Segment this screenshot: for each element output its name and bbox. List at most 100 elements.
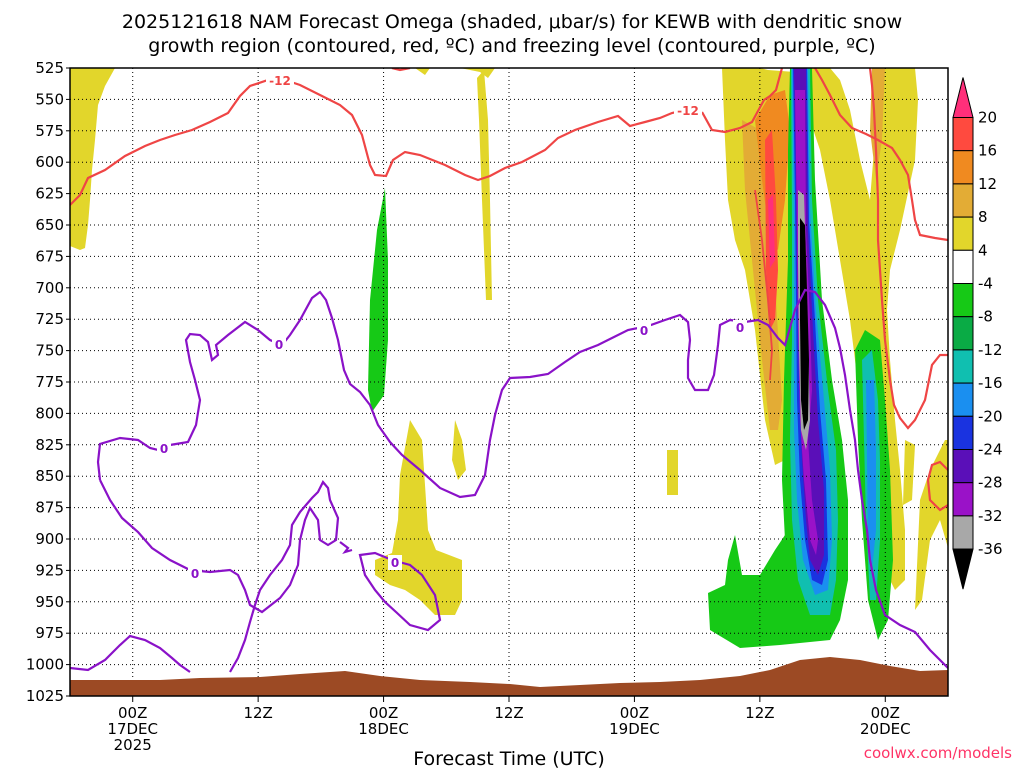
omega-shade-green-column bbox=[368, 188, 388, 412]
x-tick-label: 00Z bbox=[871, 704, 900, 722]
colorbar-label: -28 bbox=[978, 474, 1003, 492]
colorbar-arrow-top bbox=[952, 77, 974, 118]
colorbar-swatch bbox=[952, 415, 974, 450]
contour-label-m12-b: -12 bbox=[677, 104, 699, 118]
x-axis-title: Forecast Time (UTC) bbox=[413, 748, 604, 768]
y-tick-label: 800 bbox=[35, 404, 64, 422]
contour-red-dgz-right2 bbox=[814, 68, 948, 242]
y-tick-label: 575 bbox=[35, 122, 64, 140]
contour-purple-freezing-small bbox=[339, 541, 353, 554]
colorbar-label: -24 bbox=[978, 441, 1003, 459]
x-tick-label: 00Z bbox=[369, 704, 398, 722]
y-tick-label: 825 bbox=[35, 436, 64, 454]
colorbar-swatch bbox=[952, 150, 974, 185]
y-tick-label: 700 bbox=[35, 279, 64, 297]
y-tick-label: 650 bbox=[35, 216, 64, 234]
colorbar-swatch bbox=[952, 249, 974, 285]
colorbar-swatch bbox=[952, 482, 974, 517]
y-tick-label: 725 bbox=[35, 310, 64, 328]
contours bbox=[70, 68, 948, 673]
x-tick-label: 12Z bbox=[494, 704, 523, 722]
y-tick-label: 950 bbox=[35, 593, 64, 611]
omega-shade-blue-right bbox=[866, 380, 876, 570]
colorbar-label: -36 bbox=[978, 540, 1003, 558]
colorbar-label: 12 bbox=[978, 175, 997, 193]
omega-shade-yellow-low-2 bbox=[452, 420, 466, 480]
contour-label-0-b: 0 bbox=[160, 442, 168, 456]
omega-shade-yellow-right-2 bbox=[903, 440, 915, 505]
contour-red-dgz-right1 bbox=[701, 68, 784, 134]
colorbar: 20 16 12 8 4 -4 -8 -12 -16 -20 -24 -28 -32 -36 bbox=[952, 77, 1003, 590]
contour-label-0-a: 0 bbox=[275, 338, 283, 352]
colorbar-label: 16 bbox=[978, 142, 997, 160]
omega-shade-yellow-low-3 bbox=[667, 450, 678, 495]
y-tick-label: 525 bbox=[35, 59, 64, 77]
colorbar-swatch bbox=[952, 515, 974, 550]
colorbar-label: -12 bbox=[978, 341, 1003, 359]
colorbar-label: 20 bbox=[978, 109, 997, 127]
colorbar-swatch bbox=[952, 382, 974, 417]
omega-shade-yellow-top-left bbox=[70, 68, 115, 250]
contour-red-dgz-right3 bbox=[868, 68, 948, 430]
omega-shade-pink-strip bbox=[768, 195, 775, 268]
x-tick-label: 00Z bbox=[118, 704, 147, 722]
contour-label-0-d: 0 bbox=[391, 556, 399, 570]
contour-labels: -12 -12 0 0 0 0 0 0 bbox=[157, 73, 747, 581]
omega-shade-yellow-top-mid2 bbox=[460, 68, 495, 78]
contour-purple-freezing-loop bbox=[96, 288, 948, 669]
terrain-surface bbox=[70, 657, 948, 696]
omega-shade-yellow-right-edge bbox=[915, 440, 948, 610]
x-tick-label: 2025 bbox=[114, 736, 152, 754]
y-tick-label: 975 bbox=[35, 624, 64, 642]
x-tick-label: 12Z bbox=[243, 704, 272, 722]
y-tick-label: 600 bbox=[35, 153, 64, 171]
contour-purple-freezing-main bbox=[70, 634, 191, 673]
credit-text: coolwx.com/models bbox=[864, 744, 1012, 762]
contour-red-dgz-vertical bbox=[754, 189, 773, 381]
omega-shade-yellow-column bbox=[477, 70, 492, 300]
y-tick-label: 850 bbox=[35, 467, 64, 485]
colorbar-swatch bbox=[952, 216, 974, 251]
colorbar-label: -16 bbox=[978, 374, 1003, 392]
x-tick-label: 17DEC bbox=[107, 720, 158, 738]
y-tick-label: 900 bbox=[35, 530, 64, 548]
contour-label-0-e: 0 bbox=[640, 324, 648, 338]
chart-title-line2: growth region (contoured, red, ºC) and f… bbox=[148, 35, 875, 57]
contour-label-0-c: 0 bbox=[191, 567, 199, 581]
contour-label-0-f: 0 bbox=[736, 321, 744, 335]
grid-lines bbox=[70, 68, 948, 696]
omega-shade-black-core bbox=[800, 218, 809, 430]
colorbar-arrow-bottom bbox=[952, 548, 974, 590]
colorbar-swatch bbox=[952, 117, 974, 152]
y-tick-label: 625 bbox=[35, 185, 64, 203]
y-tick-label: 550 bbox=[35, 90, 64, 108]
x-tick-label: 18DEC bbox=[358, 720, 409, 738]
y-tick-label: 750 bbox=[35, 342, 64, 360]
colorbar-swatch bbox=[952, 183, 974, 218]
colorbar-label: 4 bbox=[978, 241, 988, 259]
colorbar-swatch bbox=[952, 349, 974, 384]
chart-title-line1: 2025121618 NAM Forecast Omega (shaded, μ… bbox=[122, 11, 902, 33]
colorbar-label: -4 bbox=[978, 275, 993, 293]
x-tick-label: 20DEC bbox=[860, 720, 911, 738]
contour-purple-freezing-lower bbox=[99, 479, 340, 673]
colorbar-label: -20 bbox=[978, 407, 1003, 425]
y-tick-label: 1025 bbox=[26, 687, 64, 705]
contour-red-dgz-upper bbox=[70, 78, 686, 206]
colorbar-label: -8 bbox=[978, 308, 993, 326]
colorbar-swatch bbox=[952, 449, 974, 484]
omega-shade-yellow-top-mid bbox=[415, 68, 430, 75]
x-tick-label: 12Z bbox=[745, 704, 774, 722]
y-tick-label: 1000 bbox=[26, 656, 64, 674]
x-tick-label: 00Z bbox=[620, 704, 649, 722]
y-tick-label: 875 bbox=[35, 499, 64, 517]
x-tick-label: 19DEC bbox=[609, 720, 660, 738]
colorbar-swatch bbox=[952, 283, 974, 318]
contour-label-m12-a: -12 bbox=[269, 74, 291, 88]
y-tick-label: 675 bbox=[35, 247, 64, 265]
y-axis: 525 550 575 600 625 650 675 700 725 750 775 800 825 8… bbox=[26, 59, 70, 705]
colorbar-swatch bbox=[952, 316, 974, 351]
y-tick-label: 925 bbox=[35, 561, 64, 579]
